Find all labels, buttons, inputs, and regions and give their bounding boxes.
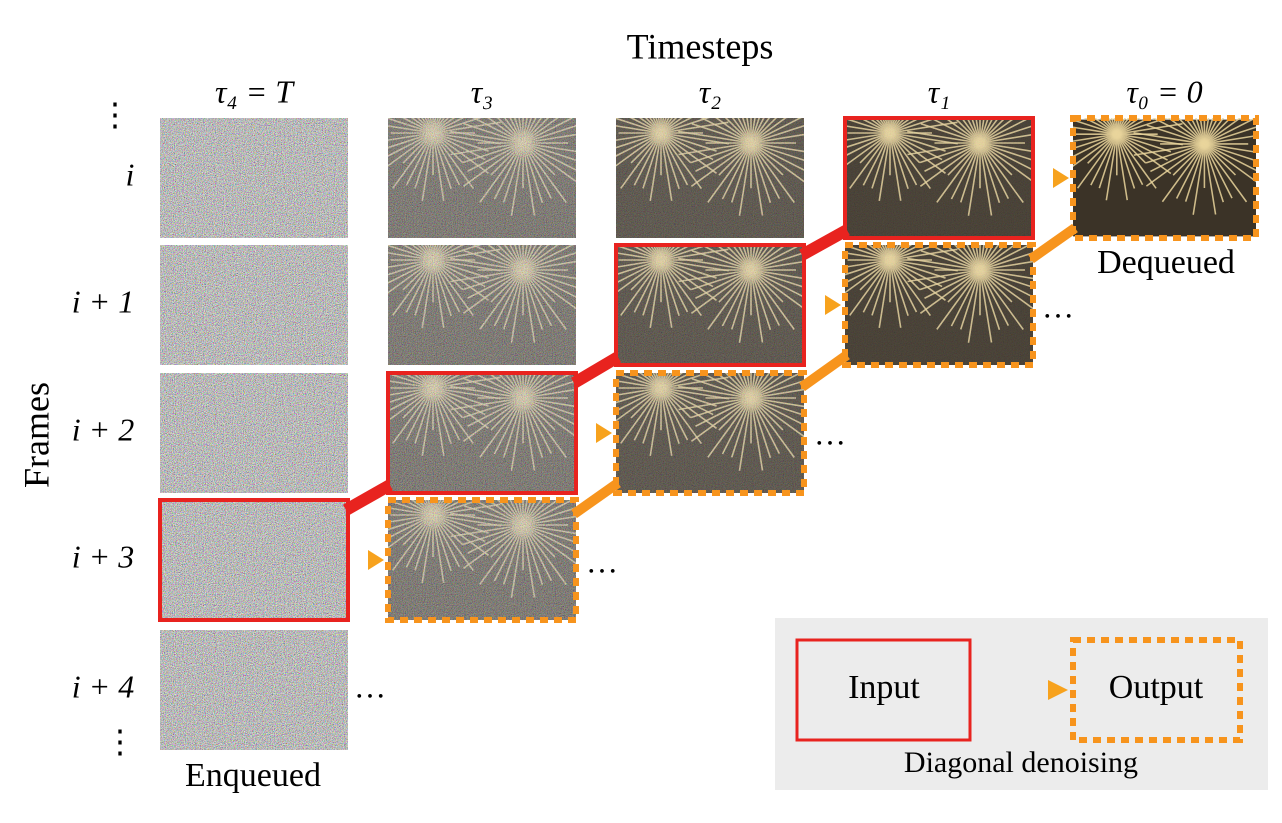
legend-output: Output (1109, 669, 1204, 706)
frame-tile (613, 370, 807, 496)
denoise-arrowhead (596, 423, 612, 443)
ellipsis: … (586, 543, 618, 579)
frame-tile (614, 243, 806, 367)
legend-caption: Diagonal denoising (904, 746, 1138, 779)
frame-tile (386, 371, 578, 495)
input-box (386, 371, 578, 495)
noise-image (845, 245, 1033, 365)
row-label: i + 4 (72, 668, 134, 704)
noise-image (160, 630, 348, 750)
output-link (1028, 223, 1078, 264)
legend-box (775, 618, 1268, 790)
frame-tile (385, 497, 579, 623)
vdots: ⋮ (99, 96, 131, 132)
noise-image (388, 500, 576, 620)
ellipsis: … (1042, 288, 1074, 324)
noise-image (160, 118, 348, 238)
frame-tile (842, 242, 1036, 368)
frame-tile (1070, 115, 1259, 241)
denoise-arrowhead (1053, 168, 1069, 188)
input-box (614, 243, 806, 367)
noise-image (160, 373, 348, 493)
noise-image (388, 245, 576, 365)
column-label: τ₁ (928, 73, 951, 109)
legend-output-box (1070, 637, 1243, 743)
frame-tile (160, 118, 348, 238)
frame-tile (158, 498, 350, 622)
frame-tile (160, 630, 348, 750)
row-label: i + 2 (72, 411, 134, 447)
row-label: i + 3 (72, 538, 134, 574)
input-link (799, 224, 850, 261)
legend-arrowhead (1048, 680, 1068, 700)
output-link (571, 478, 621, 519)
legend: Input Output Diagonal denoising (775, 618, 1268, 790)
noise-image (616, 373, 804, 493)
noise-image (845, 118, 1033, 238)
input-box (158, 498, 350, 622)
noise-image (160, 500, 348, 620)
x-title: Timesteps (627, 26, 774, 66)
column-label: τ₀ = 0 (1126, 73, 1202, 109)
legend-input: Input (848, 669, 920, 706)
ellipsis: … (814, 415, 846, 451)
frame-tile (160, 245, 348, 365)
frame-tile (160, 373, 348, 493)
column-label: τ₃ (471, 73, 494, 109)
input-link (570, 351, 622, 389)
dequeued-label: Dequeued (1097, 244, 1235, 281)
noise-image (616, 245, 804, 365)
enqueued-label: Enqueued (185, 757, 321, 794)
noise-image (388, 118, 576, 238)
denoise-arrowhead (825, 295, 841, 315)
row-label: i + 1 (72, 283, 134, 319)
input-box (843, 116, 1035, 240)
ellipsis: … (354, 668, 386, 704)
column-label: τ₂ (699, 73, 722, 109)
noise-image (388, 373, 576, 493)
vdots: ⋮ (104, 723, 136, 759)
input-link (343, 479, 393, 516)
connectors (343, 168, 1078, 570)
tiles (158, 115, 1259, 750)
column-label: τ₄ = T (215, 73, 295, 109)
noise-image (160, 245, 348, 365)
frame-tile (388, 118, 576, 238)
y-title: Frames (16, 382, 56, 488)
frame-tile (843, 116, 1035, 240)
frame-tile (616, 118, 804, 238)
row-label: i (126, 156, 135, 192)
output-box (1070, 115, 1259, 241)
output-link (799, 350, 850, 392)
denoise-arrowhead (368, 550, 384, 570)
frame-tile (388, 245, 576, 365)
noise-image (616, 118, 804, 238)
